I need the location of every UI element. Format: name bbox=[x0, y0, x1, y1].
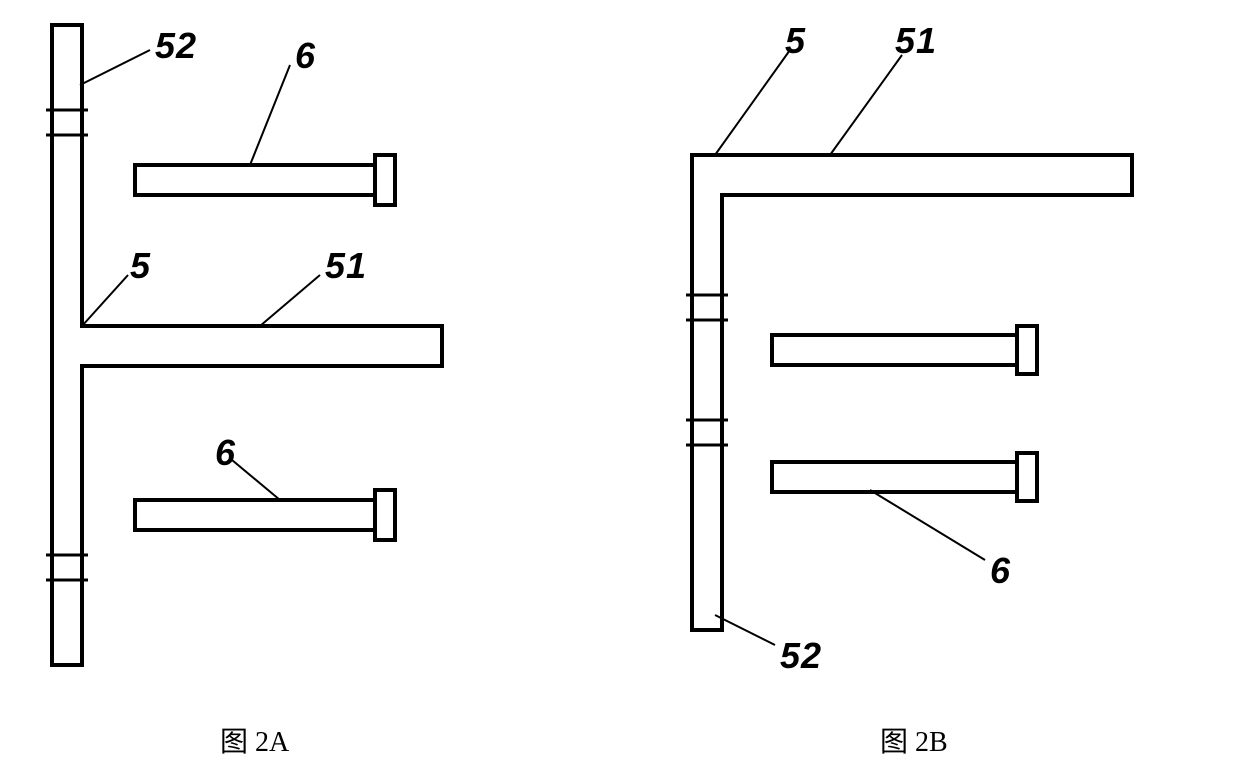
bolt-lower-2a bbox=[135, 490, 395, 540]
leader-line bbox=[82, 275, 128, 326]
l-bracket-2b bbox=[692, 155, 1132, 630]
cross-bracket-2a bbox=[52, 25, 442, 665]
part-label-6: 6 bbox=[990, 550, 1011, 592]
part-label-5: 5 bbox=[785, 20, 806, 62]
leader-line bbox=[715, 50, 790, 155]
bolt-upper-2b bbox=[772, 326, 1037, 374]
part-label-52: 52 bbox=[780, 635, 822, 677]
diagram-canvas bbox=[0, 0, 1240, 771]
part-label-6: 6 bbox=[295, 35, 316, 77]
figure-caption-2A: 图 2A bbox=[220, 720, 289, 760]
figure-caption-2B: 图 2B bbox=[880, 720, 948, 760]
part-label-52: 52 bbox=[155, 25, 197, 67]
part-label-6: 6 bbox=[215, 432, 236, 474]
leader-line bbox=[830, 55, 902, 155]
part-label-51: 51 bbox=[325, 245, 367, 287]
leader-line bbox=[250, 65, 290, 165]
leader-line bbox=[870, 490, 985, 560]
part-label-5: 5 bbox=[130, 245, 151, 287]
bolt-upper-2a bbox=[135, 155, 395, 205]
leader-line bbox=[80, 50, 150, 85]
leader-line bbox=[232, 460, 280, 500]
bolt-lower-2b bbox=[772, 453, 1037, 501]
leader-line bbox=[260, 275, 320, 326]
part-label-51: 51 bbox=[895, 20, 937, 62]
